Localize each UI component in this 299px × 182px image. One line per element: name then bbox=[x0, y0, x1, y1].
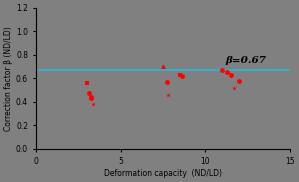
Point bbox=[91, 103, 95, 106]
Point bbox=[85, 81, 89, 84]
Point bbox=[220, 68, 225, 71]
Point bbox=[89, 97, 94, 100]
Point bbox=[225, 71, 230, 74]
Point bbox=[179, 74, 184, 77]
X-axis label: Deformation capacity  (ND/LD): Deformation capacity (ND/LD) bbox=[104, 169, 222, 178]
Point bbox=[161, 65, 166, 68]
Point bbox=[178, 73, 182, 76]
Point bbox=[88, 96, 93, 98]
Point bbox=[166, 93, 171, 96]
Point bbox=[232, 86, 237, 89]
Y-axis label: Correction factor β (ND/LD): Correction factor β (ND/LD) bbox=[4, 26, 13, 130]
Point bbox=[237, 79, 242, 82]
Text: β=0.67: β=0.67 bbox=[226, 56, 267, 65]
Point bbox=[86, 92, 91, 95]
Point bbox=[164, 80, 169, 83]
Point bbox=[228, 73, 233, 76]
